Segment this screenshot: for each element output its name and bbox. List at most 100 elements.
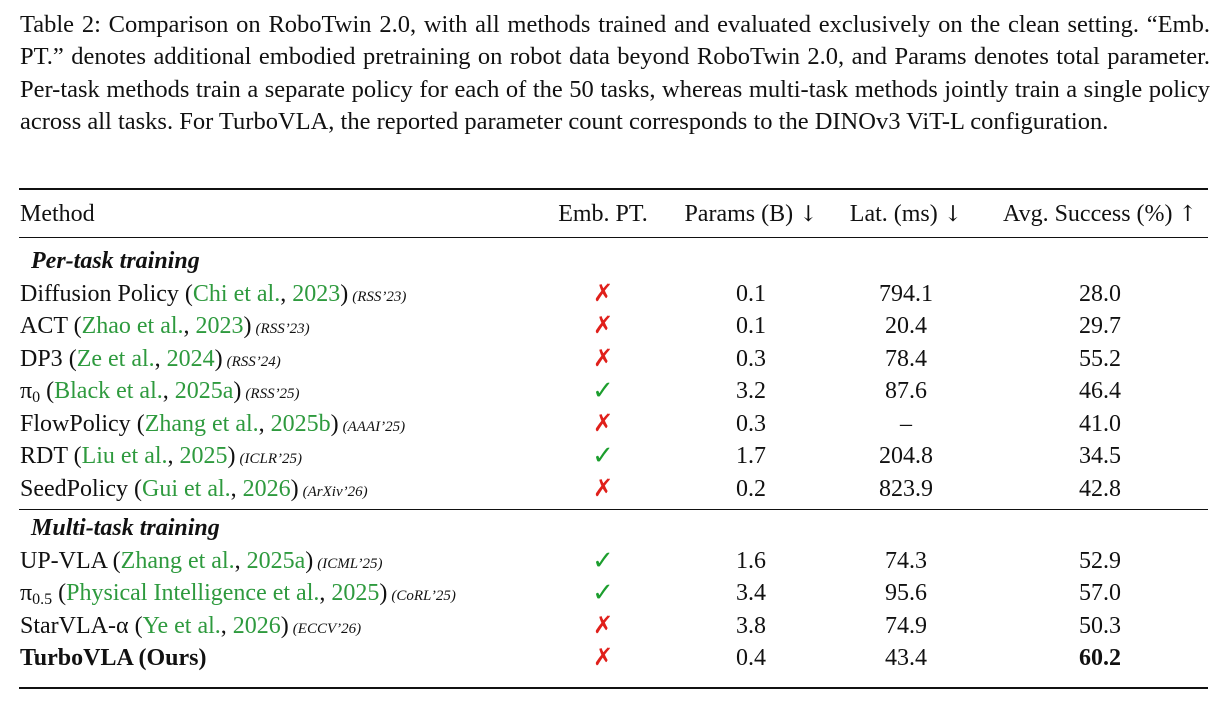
params-value: 1.6 (736, 547, 766, 574)
up-arrow-icon: ↑ (1178, 202, 1197, 227)
latency-value: 20.4 (885, 313, 927, 339)
method-cell: RDT (Liu et al., 2025) (ICLR’25) (20, 443, 303, 469)
method-name: DP3 (20, 345, 63, 372)
success-value: 55.2 (1079, 345, 1121, 372)
venue-label: (AAAI’25) (342, 418, 406, 435)
table-caption: Table 2: Comparison on RoboTwin 2.0, wit… (20, 11, 1210, 136)
venue-label: (ECCV’26) (292, 620, 362, 637)
header-latency: Lat. (ms) ↓ (836, 198, 976, 231)
latency-value: 74.9 (885, 612, 927, 639)
citation-authors-link[interactable]: Ye et al. (142, 612, 221, 639)
success-value: 52.9 (1079, 547, 1121, 574)
citation-year-link[interactable]: 2024 (166, 345, 215, 372)
emb-pt-mark: ✗ (592, 410, 614, 437)
header-params-label: Params (B) (684, 201, 794, 227)
down-arrow-icon: ↓ (799, 202, 818, 227)
down-arrow-icon: ↓ (943, 202, 963, 227)
header-latency-label: Lat. (ms) (849, 201, 938, 227)
params-value: 0.1 (736, 280, 766, 307)
success-value: 46.4 (1079, 378, 1121, 404)
params-value: 0.4 (736, 645, 766, 671)
citation-year-link[interactable]: 2026 (242, 475, 291, 502)
citation-authors-link[interactable]: Zhao et al. (81, 313, 184, 339)
method-name: π (20, 580, 33, 606)
emb-pt-mark: ✗ (592, 475, 614, 502)
top-rule (19, 188, 1208, 190)
method-cell: TurboVLA (Ours) (20, 642, 207, 674)
cross-icon: ✗ (548, 473, 658, 505)
header-params: Params (B) ↓ (676, 198, 826, 231)
citation-authors-link[interactable]: Physical Intelligence et al. (66, 580, 320, 606)
latency-value: 204.8 (879, 443, 933, 469)
latency-value: 74.3 (885, 547, 927, 574)
venue-label: (ICML’25) (317, 555, 383, 572)
citation-year-link[interactable]: 2023 (292, 280, 341, 307)
method-cell: DP3 (Ze et al., 2024) (RSS’24) (20, 345, 281, 372)
method-cell: π0.5 (Physical Intelligence et al., 2025… (20, 580, 456, 608)
venue-label: (RSS’23) (255, 321, 310, 337)
method-name: π (20, 378, 33, 404)
venue-label: (ArXiv’26) (302, 483, 368, 500)
success-value: 34.5 (1079, 443, 1121, 469)
citation-authors-link[interactable]: Black et al. (54, 378, 163, 404)
method-name: Diffusion Policy (20, 280, 179, 307)
params-value: 3.4 (736, 580, 766, 606)
citation-year-link[interactable]: 2025a (246, 547, 306, 574)
bottom-rule (19, 687, 1208, 689)
success-value: 57.0 (1079, 580, 1121, 606)
header-success: Avg. Success (%) ↑ (990, 198, 1210, 231)
method-name: ACT (20, 313, 68, 339)
citation-year-link[interactable]: 2025b (270, 410, 331, 437)
citation-year-link[interactable]: 2026 (232, 612, 281, 639)
success-value: 42.8 (1079, 475, 1121, 502)
success-value: 41.0 (1079, 410, 1121, 437)
latency-value: 823.9 (879, 475, 933, 502)
method-cell: SeedPolicy (Gui et al., 2026) (ArXiv’26) (20, 475, 368, 502)
method-subscript: 0 (32, 389, 41, 406)
params-value: 3.8 (736, 612, 766, 639)
citation-authors-link[interactable]: Zhang et al. (144, 410, 259, 437)
latency-value: 794.1 (879, 280, 933, 307)
header-method: Method (20, 201, 95, 227)
emb-pt-mark: ✗ (592, 645, 614, 671)
method-cell: UP-VLA (Zhang et al., 2025a) (ICML’25) (20, 547, 383, 574)
method-name: RDT (20, 443, 68, 469)
venue-label: (CoRL’25) (391, 588, 456, 604)
emb-pt-mark: ✗ (592, 612, 614, 639)
latency-value: – (900, 410, 912, 437)
venue-label: (RSS’24) (226, 353, 281, 370)
cross-icon: ✗ (548, 343, 658, 375)
citation-authors-link[interactable]: Ze et al. (76, 345, 155, 372)
citation-authors-link[interactable]: Liu et al. (81, 443, 168, 469)
method-name: FlowPolicy (20, 410, 131, 437)
venue-label: (RSS’23) (352, 288, 407, 305)
params-value: 0.3 (736, 345, 766, 372)
latency-value: 78.4 (885, 345, 927, 372)
citation-year-link[interactable]: 2025 (179, 443, 228, 469)
latency-value: 95.6 (885, 580, 927, 606)
success-value: 60.2 (1079, 645, 1121, 671)
check-icon: ✓ (548, 545, 658, 578)
latency-value: 87.6 (885, 378, 927, 404)
check-icon: ✓ (548, 440, 658, 473)
citation-authors-link[interactable]: Chi et al. (192, 280, 281, 307)
section-title: Multi-task training (31, 515, 220, 541)
citation-year-link[interactable]: 2025a (174, 378, 234, 404)
method-name: UP-VLA (20, 547, 107, 574)
method-cell: π0 (Black et al., 2025a) (RSS’25) (20, 378, 300, 406)
method-name: TurboVLA (Ours) (20, 645, 207, 671)
citation-year-link[interactable]: 2023 (195, 313, 244, 339)
citation-authors-link[interactable]: Zhang et al. (120, 547, 235, 574)
venue-label: (RSS’25) (245, 386, 300, 402)
params-value: 0.1 (736, 313, 766, 339)
emb-pt-mark: ✓ (592, 578, 614, 607)
emb-pt-mark: ✗ (592, 313, 614, 339)
success-value: 29.7 (1079, 313, 1121, 339)
citation-year-link[interactable]: 2025 (331, 580, 380, 606)
emb-pt-mark: ✓ (592, 441, 614, 470)
method-cell: Diffusion Policy (Chi et al., 2023) (RSS’… (20, 280, 407, 307)
citation-authors-link[interactable]: Gui et al. (142, 475, 231, 502)
header-emb-pt: Emb. PT. (558, 201, 648, 227)
venue-label: (ICLR’25) (239, 451, 303, 467)
check-icon: ✓ (548, 375, 658, 408)
